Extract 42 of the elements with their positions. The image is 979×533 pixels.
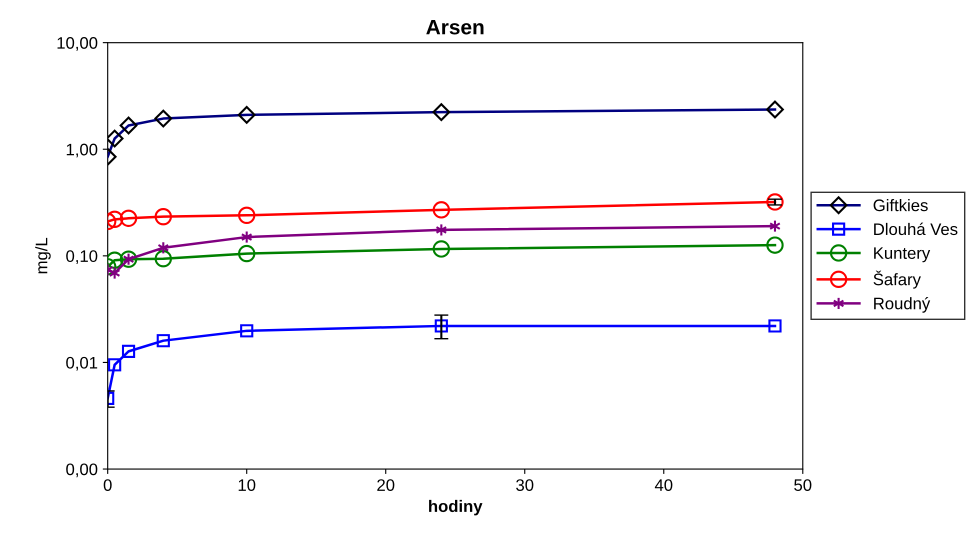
point [240,230,253,244]
x-tick-label: 10 [238,479,256,492]
x-axis-title: hodiny [429,500,482,516]
legend-label: Giftkies [874,198,928,212]
point [108,252,124,269]
point [108,210,124,228]
legend-label: Kuntery [874,247,930,262]
y-tick-label: 0,01 [66,356,98,371]
point [154,208,172,226]
point [240,324,254,338]
point [157,241,170,254]
legend-label: Roudný [874,296,930,313]
point [108,266,120,280]
point [120,210,138,227]
point [766,236,784,254]
point [120,250,138,268]
y-axis-title: mg/L [35,238,51,274]
y-tick-label: 0,10 [66,250,98,264]
point [108,358,122,372]
point [768,319,782,333]
y-tick-label: 0,00 [66,463,98,478]
point [238,206,256,224]
x-tick-label: 20 [377,479,394,492]
legend-label: Dlouhá Ves [874,222,958,236]
y-tick-label: 10,00 [58,37,98,51]
point [769,220,781,233]
point [434,319,448,333]
chart-title: Arsen [426,20,484,35]
legend-label: Šafary [874,270,921,289]
point [156,334,170,348]
point [432,201,450,219]
x-tick-label: 40 [654,479,672,492]
point [122,344,136,358]
point [766,193,784,211]
point [432,240,450,258]
x-tick-label: 30 [516,479,534,492]
x-tick-label: 0 [104,479,112,492]
point [238,244,256,262]
point [435,223,448,237]
point [154,250,172,268]
y-tick-label: 1,00 [66,144,98,158]
x-tick-label: 50 [794,479,812,492]
